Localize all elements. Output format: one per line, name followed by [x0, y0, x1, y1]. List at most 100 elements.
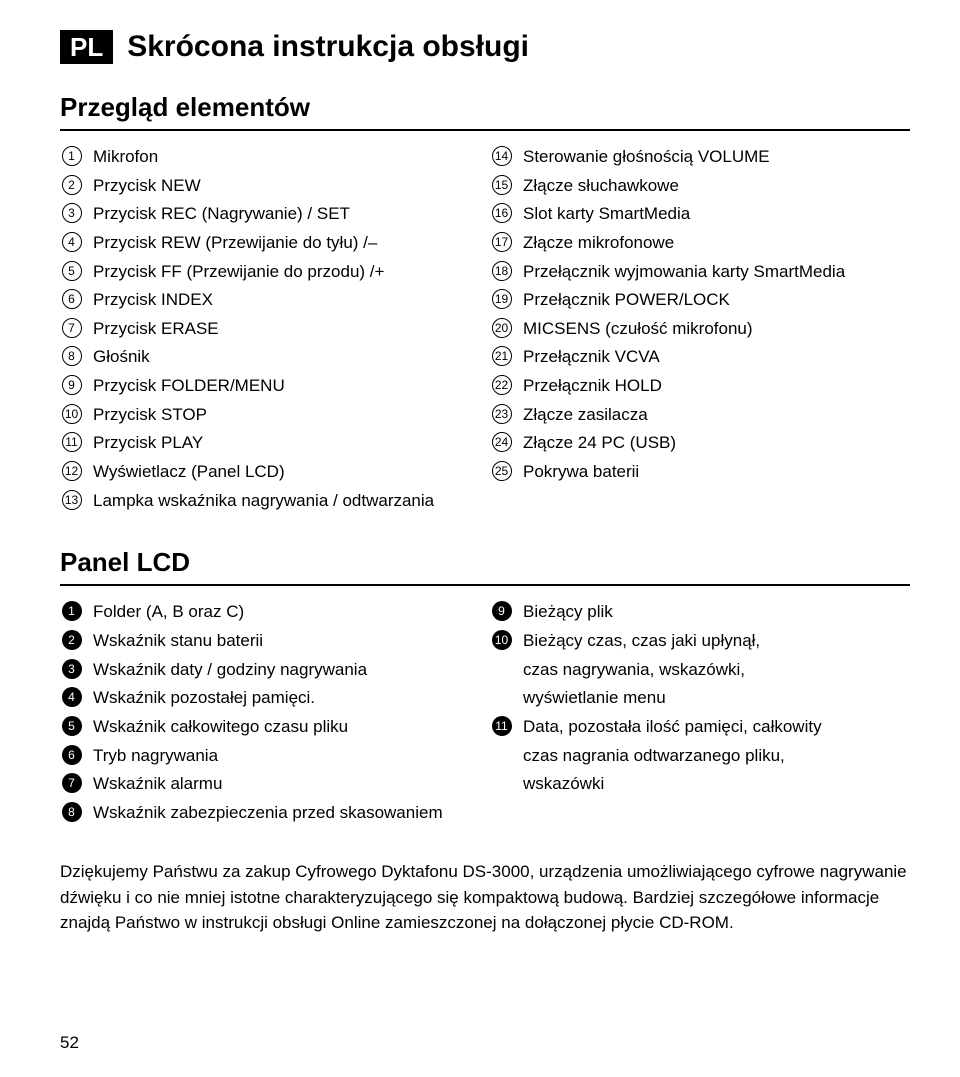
circled-number-icon: 3: [60, 202, 83, 224]
list-item: 4 Przycisk REW (Przewijanie do tyłu) /–: [60, 231, 480, 256]
page-number: 52: [60, 1033, 79, 1053]
item-text: Pokrywa baterii: [523, 460, 639, 485]
item-text: Tryb nagrywania: [93, 744, 218, 769]
item-text: Przycisk STOP: [93, 403, 207, 428]
circled-number-icon: 25: [490, 460, 513, 482]
circled-number-icon: 18: [490, 260, 513, 282]
item-text: Złącze słuchawkowe: [523, 174, 679, 199]
circled-number-icon: 9: [60, 374, 83, 396]
item-text: Głośnik: [93, 345, 150, 370]
item-text: Wyświetlacz (Panel LCD): [93, 460, 285, 485]
circled-number-icon: 24: [490, 431, 513, 453]
item-text: Przycisk REC (Nagrywanie) / SET: [93, 202, 350, 227]
list-item: 9Bieżący plik: [490, 600, 910, 625]
list-item: 6 Tryb nagrywania: [60, 744, 480, 769]
list-item-continuation: czas nagrywania, wskazówki,: [490, 658, 910, 683]
list-item: 1 Folder (A, B oraz C): [60, 600, 480, 625]
item-text: Slot karty SmartMedia: [523, 202, 690, 227]
item-text: Przełącznik wyjmowania karty SmartMedia: [523, 260, 845, 285]
circled-number-icon: 1: [60, 145, 83, 167]
item-text: Wskaźnik zabezpieczenia przed skasowanie…: [93, 801, 443, 826]
item-text: Złącze mikrofonowe: [523, 231, 674, 256]
item-text: wyświetlanie menu: [523, 686, 666, 711]
section1-title: Przegląd elementów: [60, 92, 910, 131]
list-item: 11 Przycisk PLAY: [60, 431, 480, 456]
item-text: Wskaźnik całkowitego czasu pliku: [93, 715, 348, 740]
item-text: Data, pozostała ilość pamięci, całkowity: [523, 715, 822, 740]
item-text: wskazówki: [523, 772, 604, 797]
list-item: 8 Wskaźnik zabezpieczenia przed skasowani…: [60, 801, 480, 826]
item-text: Przełącznik POWER/LOCK: [523, 288, 730, 313]
list-item: 14Sterowanie głośnością VOLUME: [490, 145, 910, 170]
section1-body: 1 Mikrofon 2Przycisk NEW 3 Przycisk REC (N…: [60, 145, 910, 517]
solid-number-icon: 1: [60, 600, 83, 622]
item-text: Przycisk INDEX: [93, 288, 213, 313]
list-item-continuation: wyświetlanie menu: [490, 686, 910, 711]
section1-left-col: 1 Mikrofon 2Przycisk NEW 3 Przycisk REC (N…: [60, 145, 480, 517]
item-text: Folder (A, B oraz C): [93, 600, 244, 625]
solid-number-icon: 11: [490, 715, 513, 737]
list-item: 17 Złącze mikrofonowe: [490, 231, 910, 256]
circled-number-icon: 2: [60, 174, 83, 196]
list-item: 6 Przycisk INDEX: [60, 288, 480, 313]
main-title: Skrócona instrukcja obsługi: [127, 30, 529, 64]
circled-number-icon: 16: [490, 202, 513, 224]
list-item: 21Przełącznik VCVA: [490, 345, 910, 370]
list-item: 1 Mikrofon: [60, 145, 480, 170]
item-text: Przycisk FF (Przewijanie do przodu) /+: [93, 260, 384, 285]
list-item: 2Przycisk NEW: [60, 174, 480, 199]
circled-number-icon: 20: [490, 317, 513, 339]
list-item: 18 Przełącznik wyjmowania karty SmartMedi…: [490, 260, 910, 285]
section2-body: 1Folder (A, B oraz C) 2Wskaźnik stanu ba…: [60, 600, 910, 829]
circled-number-icon: 5: [60, 260, 83, 282]
solid-number-icon: 7: [60, 772, 83, 794]
solid-number-icon: 9: [490, 600, 513, 622]
section2-right-col: 9Bieżący plik 10Bieżący czas, czas jaki …: [490, 600, 910, 829]
list-item: 7 Wskaźnik alarmu: [60, 772, 480, 797]
body-paragraph: Dziękujemy Państwu za zakup Cyfrowego Dy…: [60, 859, 910, 936]
item-text: Sterowanie głośnością VOLUME: [523, 145, 770, 170]
item-text: Wskaźnik stanu baterii: [93, 629, 263, 654]
list-item: 22Przełącznik HOLD: [490, 374, 910, 399]
solid-number-icon: 3: [60, 658, 83, 680]
item-text: Przycisk ERASE: [93, 317, 219, 342]
list-item-continuation: wskazówki: [490, 772, 910, 797]
list-item-continuation: czas nagrania odtwarzanego pliku,: [490, 744, 910, 769]
circled-number-icon: 17: [490, 231, 513, 253]
circled-number-icon: 15: [490, 174, 513, 196]
list-item: 23Złącze zasilacza: [490, 403, 910, 428]
item-text: Przycisk PLAY: [93, 431, 203, 456]
item-text: Przycisk REW (Przewijanie do tyłu) /–: [93, 231, 377, 256]
list-item: 16 Slot karty SmartMedia: [490, 202, 910, 227]
section2-title: Panel LCD: [60, 547, 910, 586]
header: PL Skrócona instrukcja obsługi: [60, 30, 910, 64]
circled-number-icon: 8: [60, 345, 83, 367]
solid-number-icon: 8: [60, 801, 83, 823]
solid-number-icon: 10: [490, 629, 513, 651]
list-item: 9Przycisk FOLDER/MENU: [60, 374, 480, 399]
list-item: 12Wyświetlacz (Panel LCD): [60, 460, 480, 485]
list-item: 3 Wskaźnik daty / godziny nagrywania: [60, 658, 480, 683]
item-text: Wskaźnik alarmu: [93, 772, 222, 797]
circled-number-icon: 7: [60, 317, 83, 339]
circled-number-icon: 6: [60, 288, 83, 310]
circled-number-icon: 13: [60, 489, 83, 511]
solid-number-icon: 5: [60, 715, 83, 737]
list-item: 8 Głośnik: [60, 345, 480, 370]
list-item: 24Złącze 24 PC (USB): [490, 431, 910, 456]
item-text: MICSENS (czułość mikrofonu): [523, 317, 753, 342]
list-item: 4Wskaźnik pozostałej pamięci.: [60, 686, 480, 711]
list-item: 13Lampka wskaźnika nagrywania / odtwarza…: [60, 489, 480, 514]
item-text: Wskaźnik daty / godziny nagrywania: [93, 658, 367, 683]
circled-number-icon: 11: [60, 431, 83, 453]
list-item: 25 Pokrywa baterii: [490, 460, 910, 485]
list-item: 10Bieżący czas, czas jaki upłynął,: [490, 629, 910, 654]
circled-number-icon: 4: [60, 231, 83, 253]
solid-number-icon: 6: [60, 744, 83, 766]
circled-number-icon: 19: [490, 288, 513, 310]
item-text: Złącze zasilacza: [523, 403, 648, 428]
item-text: czas nagrania odtwarzanego pliku,: [523, 744, 785, 769]
item-text: Mikrofon: [93, 145, 158, 170]
item-text: czas nagrywania, wskazówki,: [523, 658, 745, 683]
list-item: 5 Wskaźnik całkowitego czasu pliku: [60, 715, 480, 740]
